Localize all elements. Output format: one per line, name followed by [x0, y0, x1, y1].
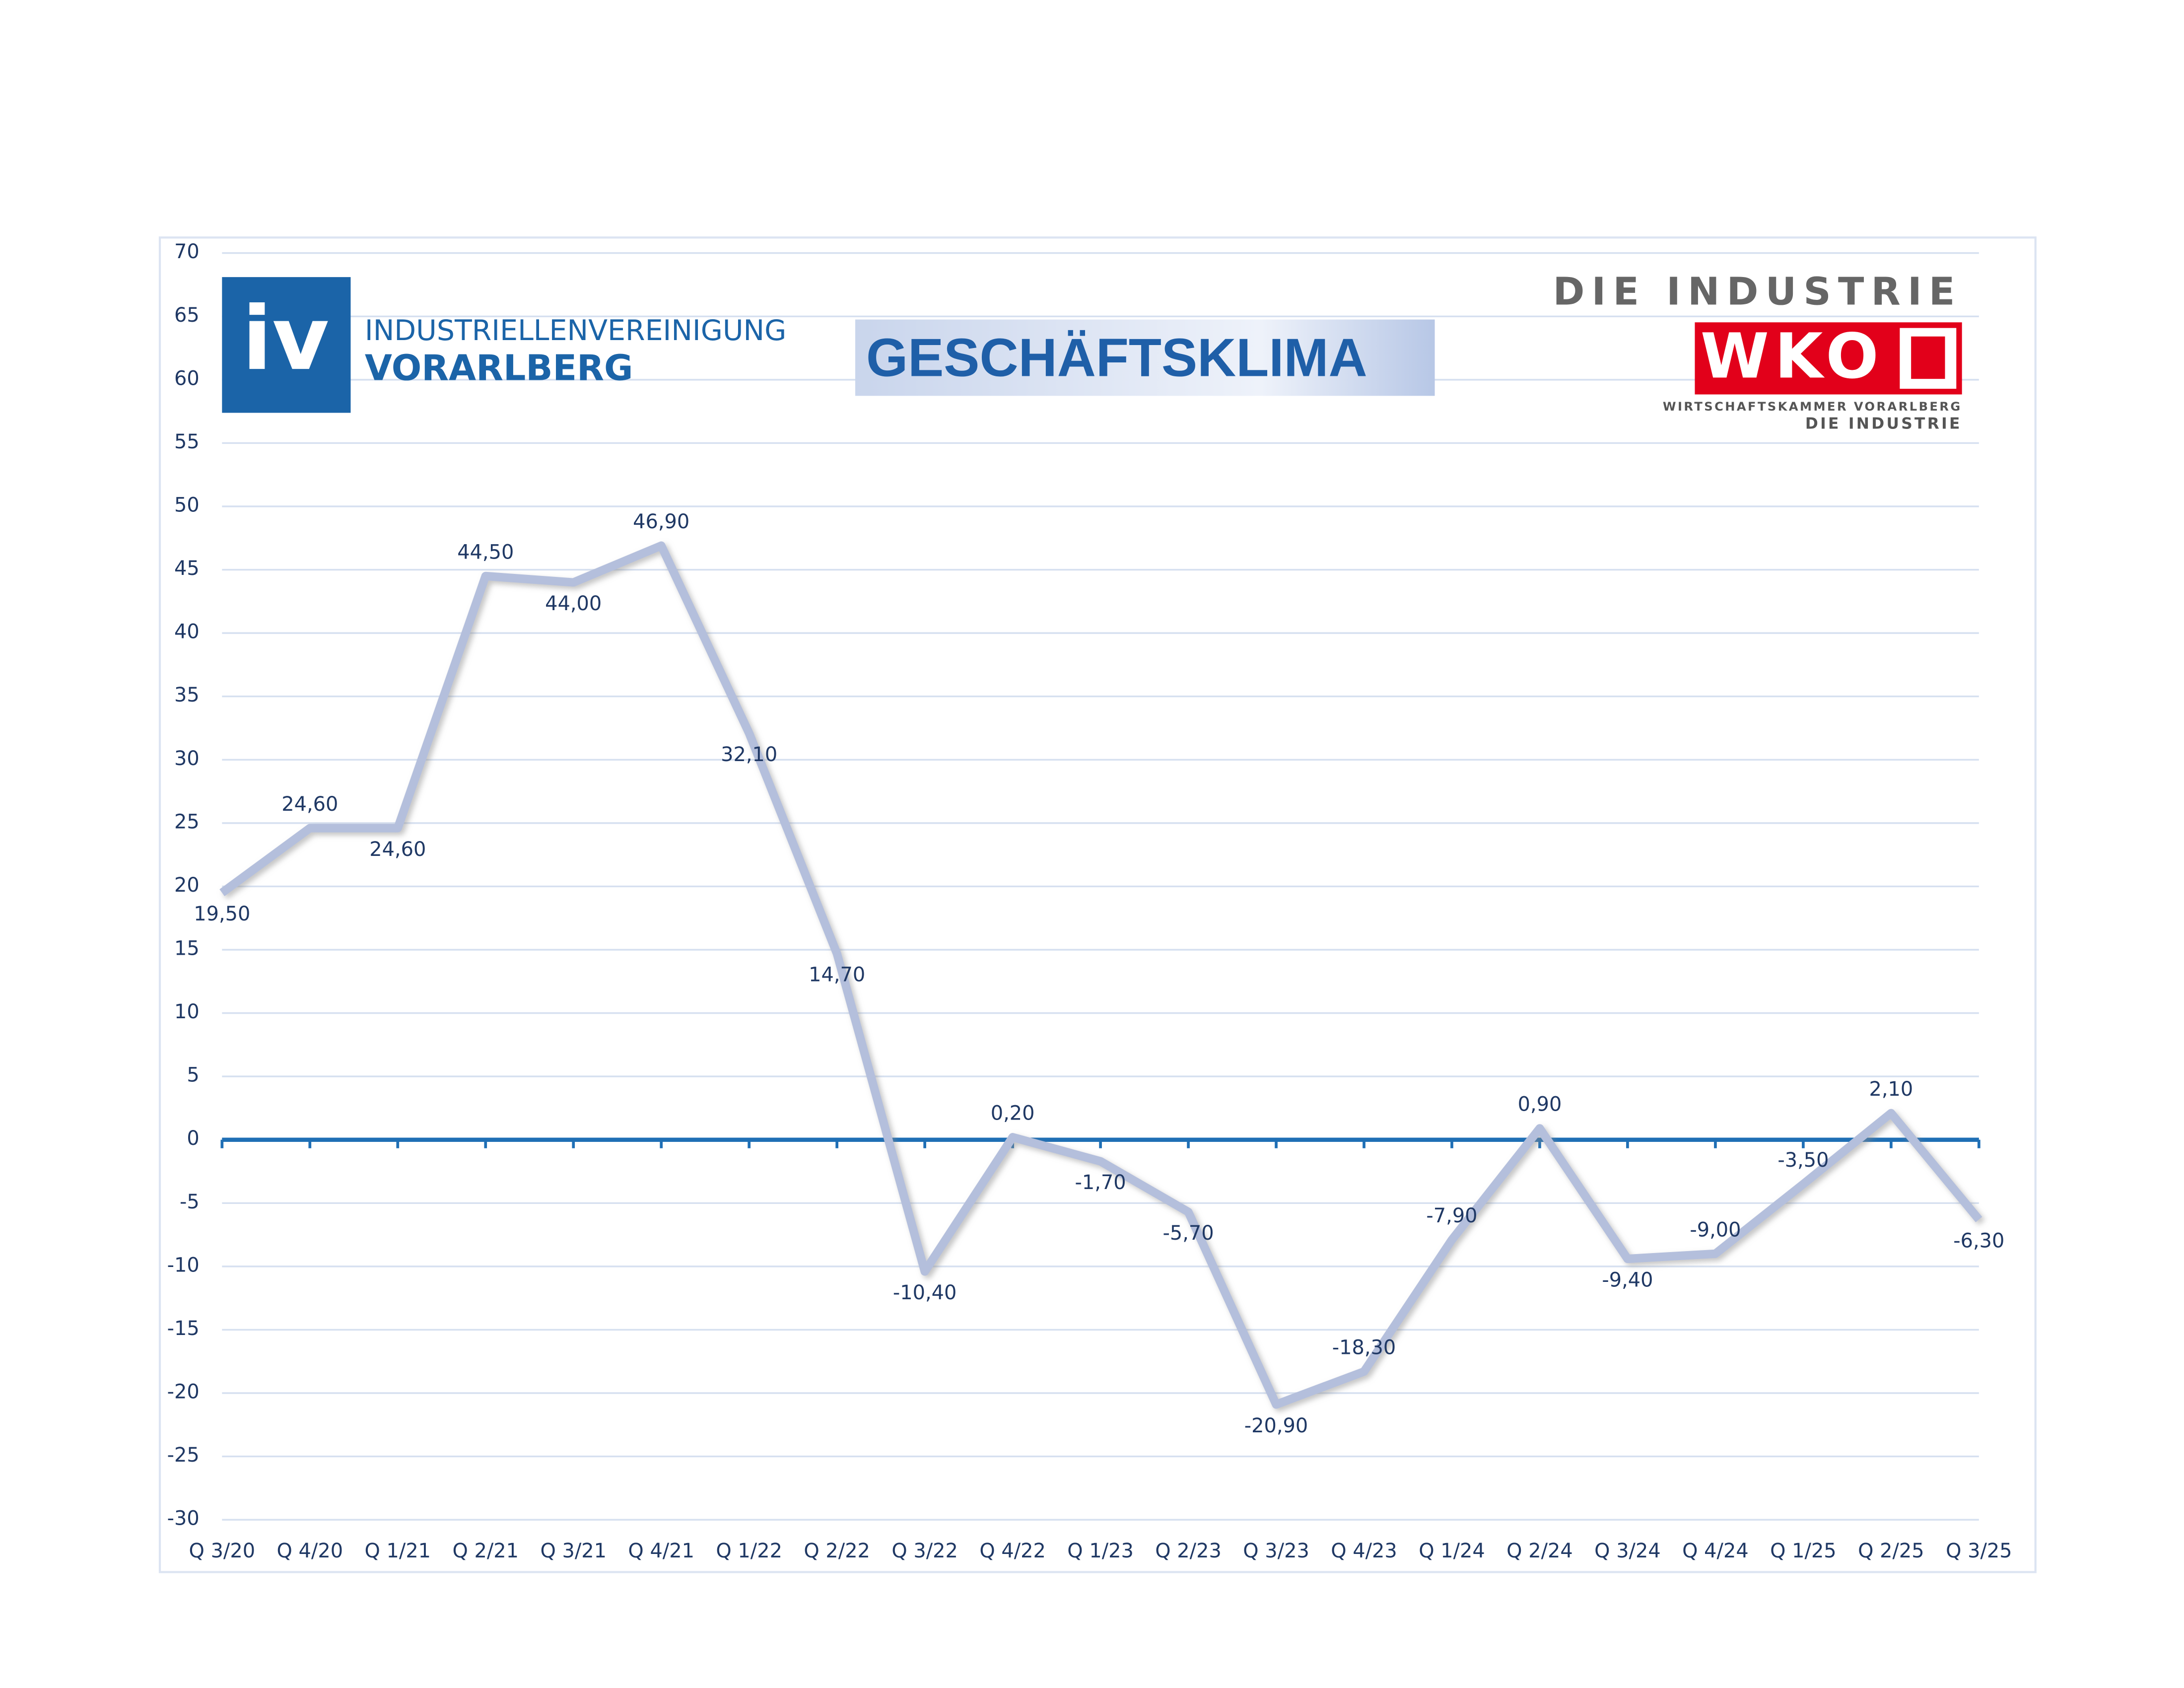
x-tick-label: Q 1/23	[1067, 1540, 1134, 1562]
x-tick-label: Q 3/25	[1946, 1540, 2012, 1562]
value-label: 2,10	[1869, 1078, 1913, 1101]
x-tick-label: Q 2/21	[452, 1540, 519, 1562]
y-tick-label: 35	[174, 684, 200, 706]
value-label: -20,90	[1244, 1414, 1308, 1437]
value-label: -1,70	[1075, 1171, 1126, 1194]
x-tick-label: Q 1/22	[716, 1540, 782, 1562]
x-tick-label: Q 3/24	[1594, 1540, 1661, 1562]
value-label: 44,50	[457, 541, 514, 563]
y-tick-label: 40	[174, 621, 200, 643]
y-tick-label: 70	[174, 240, 200, 263]
value-label: -3,50	[1777, 1149, 1829, 1172]
chart-title: GESCHÄFTSKLIMA	[866, 328, 1367, 388]
x-tick-label: Q 4/23	[1331, 1540, 1397, 1562]
value-label: -10,40	[893, 1281, 956, 1304]
value-label: 44,00	[545, 592, 602, 615]
wko-crest-inner	[1911, 336, 1945, 379]
y-tick-label: 0	[187, 1127, 199, 1150]
x-tick-label: Q 1/21	[364, 1540, 431, 1562]
y-tick-label: 55	[174, 430, 200, 453]
x-tick-label: Q 2/25	[1858, 1540, 1924, 1562]
y-tick-label: 65	[174, 304, 200, 327]
value-label: 0,20	[991, 1102, 1035, 1125]
value-label: 46,90	[633, 510, 689, 533]
x-tick-label: Q 1/24	[1419, 1540, 1485, 1562]
y-tick-label: -5	[180, 1191, 200, 1213]
x-tick-label: Q 4/22	[979, 1540, 1046, 1562]
value-label: 0,90	[1518, 1093, 1562, 1116]
y-tick-label: 60	[174, 367, 200, 390]
x-tick-label: Q 1/25	[1770, 1540, 1837, 1562]
value-label: -18,30	[1332, 1336, 1396, 1359]
value-label: -5,70	[1162, 1222, 1214, 1245]
value-label: -7,90	[1426, 1204, 1477, 1227]
x-tick-label: Q 4/21	[628, 1540, 694, 1562]
value-label: -9,00	[1690, 1218, 1741, 1241]
iv-region: VORARLBERG	[365, 348, 633, 389]
x-tick-label: Q 3/20	[189, 1540, 256, 1562]
iv-logo-box	[222, 277, 351, 413]
wko-bottom: DIE INDUSTRIE	[1805, 415, 1962, 432]
x-tick-label: Q 4/20	[277, 1540, 343, 1562]
y-tick-label: -10	[167, 1254, 200, 1276]
x-tick-label: Q 2/22	[804, 1540, 870, 1562]
iv-logo-mark: iv	[242, 287, 330, 390]
wko-top: DIE INDUSTRIE	[1553, 270, 1962, 314]
value-label: -6,30	[1953, 1230, 2004, 1253]
wko-name: WIRTSCHAFTSKAMMER VORARLBERG	[1663, 400, 1962, 414]
y-tick-label: 5	[187, 1064, 199, 1087]
x-tick-label: Q 3/23	[1243, 1540, 1309, 1562]
value-label: 24,60	[281, 793, 338, 816]
x-tick-label: Q 3/22	[891, 1540, 958, 1562]
y-tick-label: -20	[167, 1380, 200, 1403]
value-label: 24,60	[369, 838, 426, 861]
value-label: 14,70	[809, 964, 865, 986]
y-tick-label: -25	[167, 1444, 200, 1467]
title-box	[855, 319, 1435, 396]
y-tick-label: 10	[174, 1000, 200, 1023]
wko-mark: WKO	[1701, 320, 1884, 392]
x-tick-label: Q 2/23	[1155, 1540, 1222, 1562]
series-line	[219, 541, 1982, 1409]
frame	[158, 236, 2037, 1573]
y-tick-label: 45	[174, 557, 200, 580]
y-tick-label: -30	[167, 1507, 200, 1530]
y-tick-label: 20	[174, 874, 200, 897]
y-tick-label: 25	[174, 810, 200, 833]
y-tick-label: 30	[174, 747, 200, 770]
iv-name: INDUSTRIELLENVEREINIGUNG	[365, 314, 786, 347]
y-tick-label: 50	[174, 494, 200, 517]
value-label: 19,50	[194, 903, 250, 925]
value-label: 32,10	[721, 743, 777, 766]
y-tick-label: -15	[167, 1317, 200, 1340]
x-tick-label: Q 4/24	[1682, 1540, 1749, 1562]
value-label: -9,40	[1602, 1269, 1653, 1292]
x-tick-label: Q 2/24	[1506, 1540, 1573, 1562]
x-tick-label: Q 3/21	[540, 1540, 607, 1562]
y-tick-label: 15	[174, 937, 200, 960]
